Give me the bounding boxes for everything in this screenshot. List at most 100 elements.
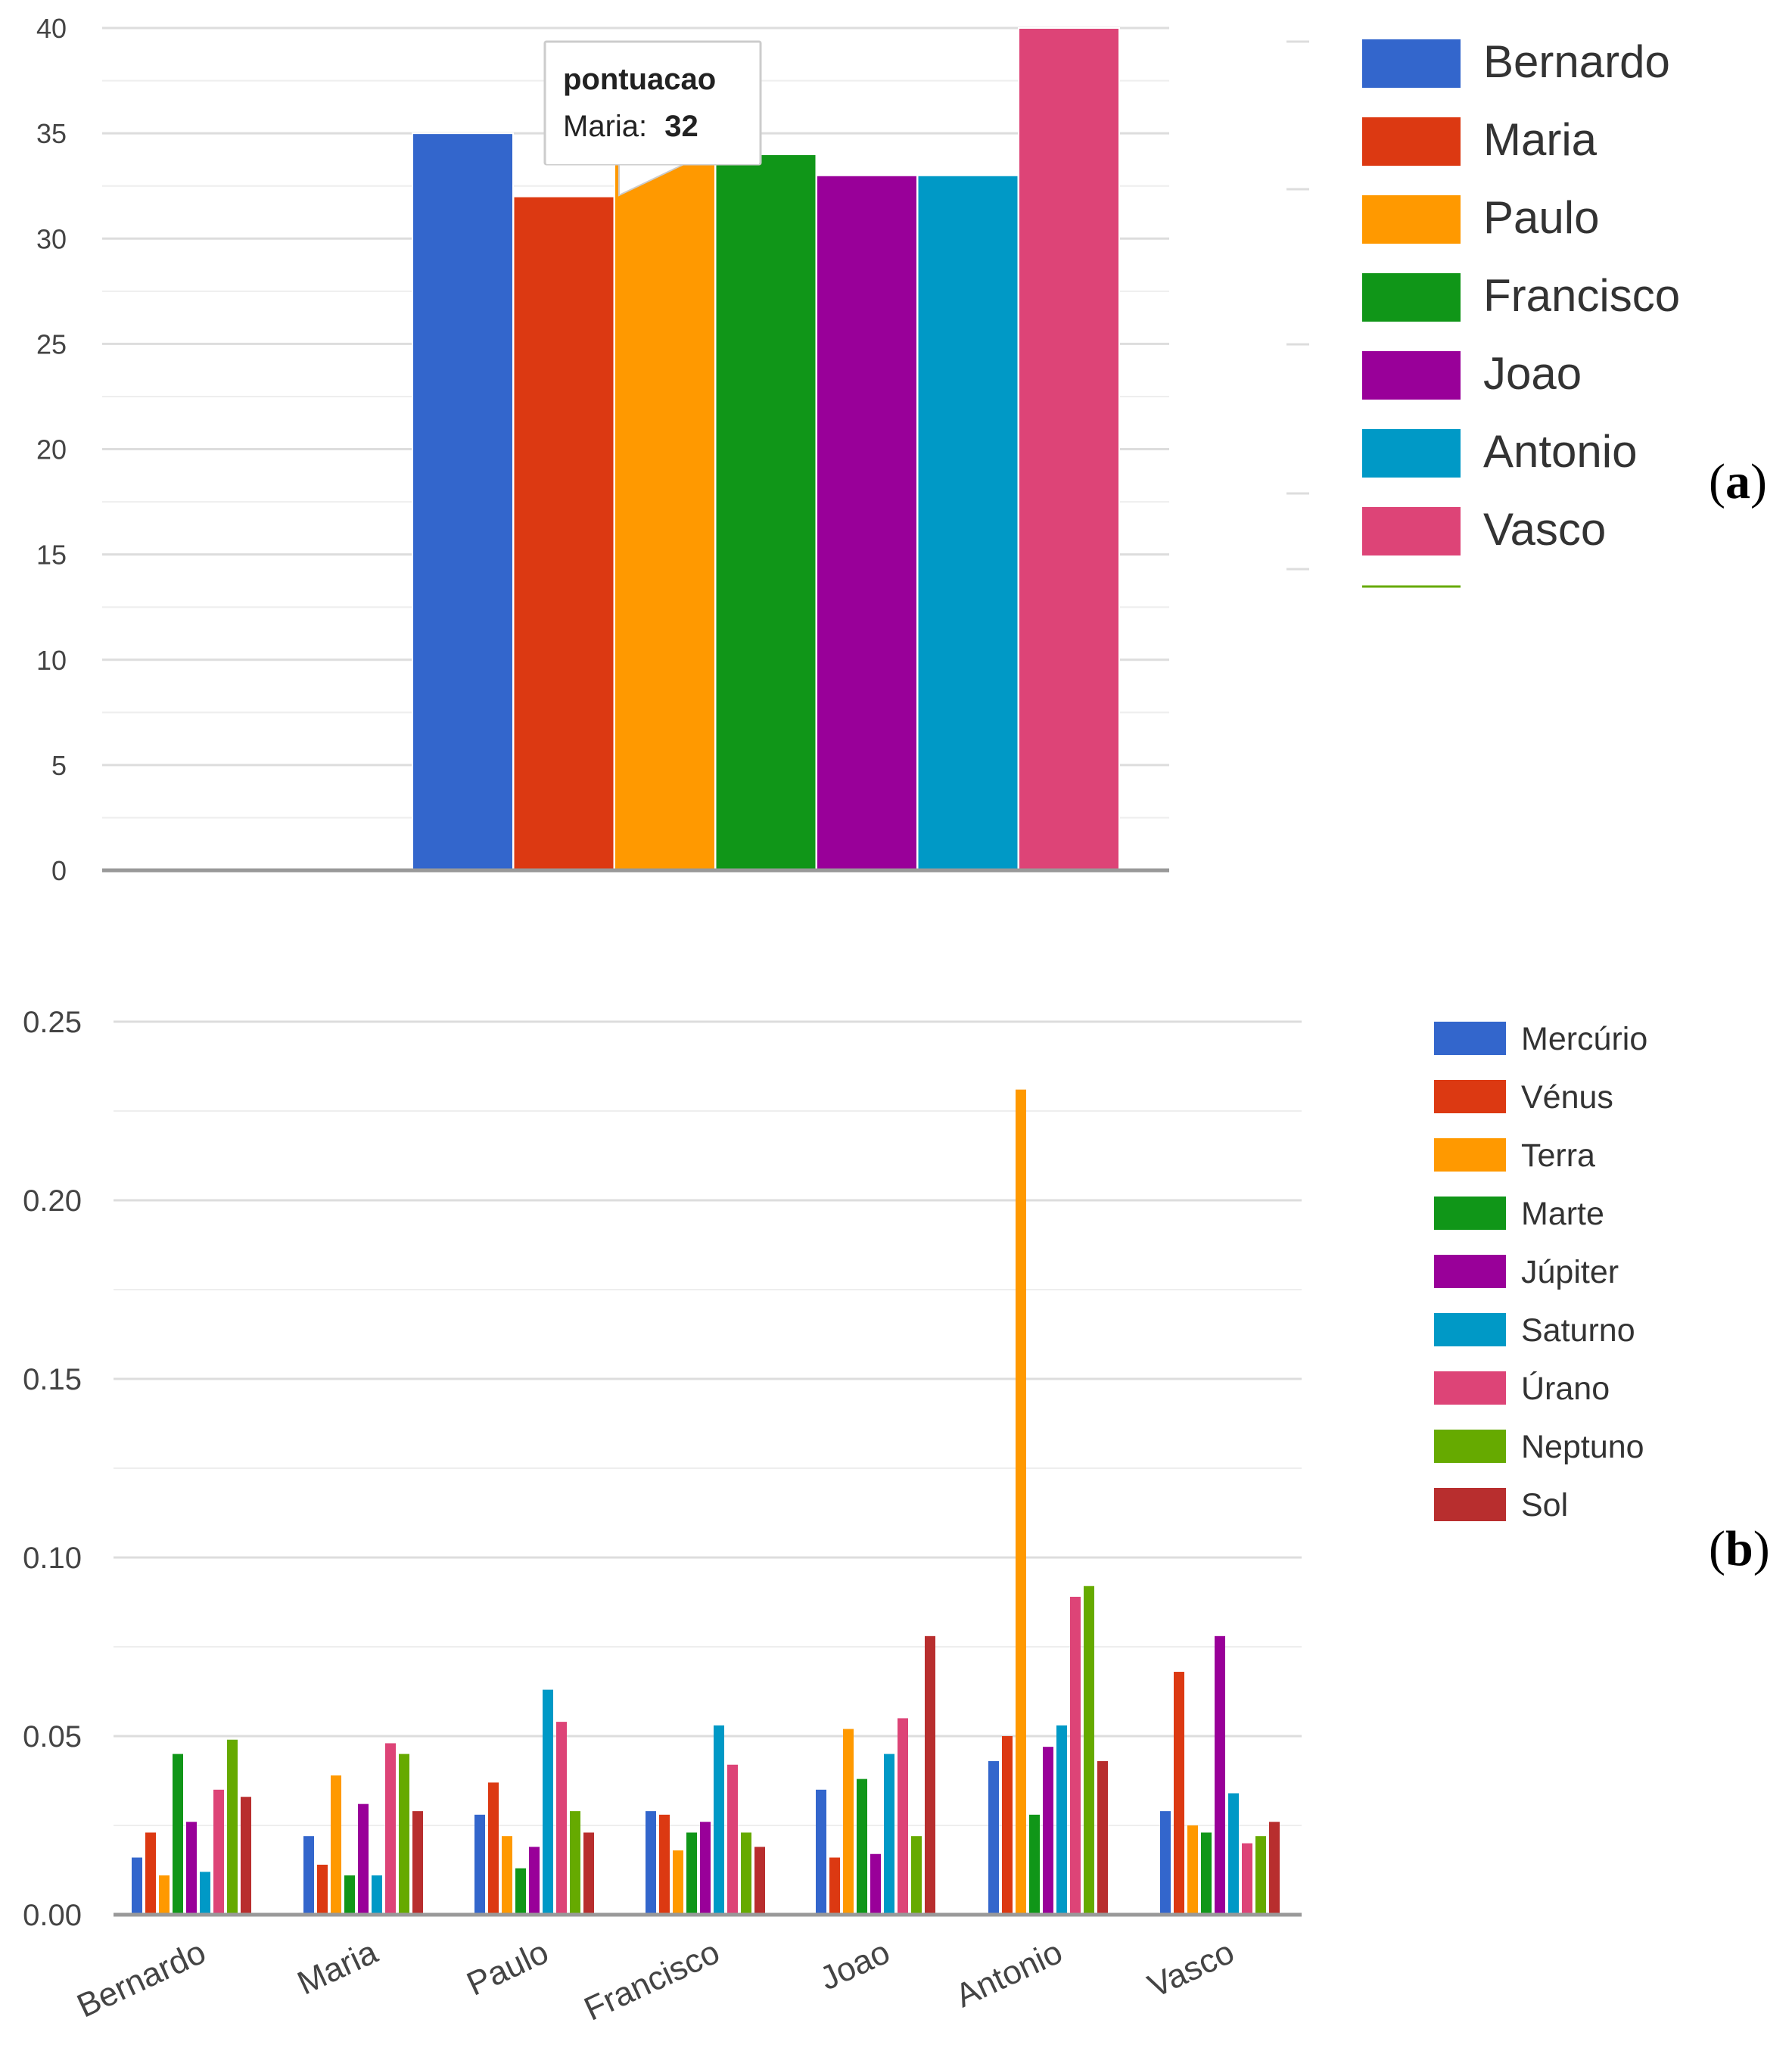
chart-b-y-tick-label: 0.15 xyxy=(23,1363,82,1396)
chart-a-y-tick-label: 25 xyxy=(36,328,67,359)
chart-b-bar xyxy=(159,1875,170,1915)
chart-a-panel-label: (a) xyxy=(1709,454,1767,509)
chart-b-bar xyxy=(686,1832,697,1915)
chart-b-legend-swatch xyxy=(1434,1197,1506,1230)
chart-b-bar xyxy=(570,1811,580,1915)
chart-a-legend-swatch xyxy=(1362,507,1461,555)
chart-a-tooltip-title: pontuacao xyxy=(563,63,716,96)
chart-b-bar xyxy=(317,1864,328,1915)
chart-b-bar xyxy=(385,1743,396,1915)
chart-b-bar xyxy=(1160,1811,1171,1915)
chart-b-bar xyxy=(1002,1736,1013,1915)
chart-a: 0 5 10 15 20 25 30 35 40 pontuacao Maria: 32 Ber… xyxy=(36,13,1767,886)
chart-a-y-tick-label: 40 xyxy=(36,13,67,44)
chart-b-bar xyxy=(1215,1635,1225,1915)
chart-b-bar xyxy=(898,1718,908,1915)
chart-b-bar xyxy=(186,1822,197,1915)
chart-b-bar xyxy=(925,1635,935,1915)
chart-a-bar xyxy=(512,195,615,872)
chart-b-bar xyxy=(1097,1761,1108,1915)
chart-b-bar xyxy=(372,1875,382,1915)
chart-a-tooltip-label: Maria: xyxy=(563,110,647,143)
chart-a-tooltip-box xyxy=(543,40,762,166)
chart-b-bar xyxy=(213,1789,224,1915)
chart-b-y-tick-label: 0.00 xyxy=(23,1899,82,1932)
chart-a-y-tick-label: 35 xyxy=(36,118,67,149)
chart-b-x-axis-ticks: Bernardo Maria Paulo Francisco Joao Antonio Va… xyxy=(71,1933,1240,2027)
chart-a-legend-label: Paulo xyxy=(1483,192,1599,243)
chart-b-bar xyxy=(1056,1725,1067,1915)
chart-b-bar xyxy=(829,1857,840,1915)
chart-a-legend-swatch xyxy=(1362,39,1461,88)
chart-a-y-tick-label: 0 xyxy=(51,855,67,886)
chart-b-bar xyxy=(543,1689,553,1915)
chart-b-bar xyxy=(227,1739,238,1915)
chart-a-legend-edge-ticks xyxy=(1286,40,1309,571)
chart-b-bar xyxy=(358,1803,369,1915)
chart-b-bar xyxy=(659,1814,670,1915)
chart-b-bar xyxy=(1187,1825,1198,1915)
chart-a-legend-label: Francisco xyxy=(1483,270,1680,321)
chart-b-bar xyxy=(583,1832,594,1915)
chart-a-y-tick-label: 10 xyxy=(36,645,67,676)
chart-b-bar xyxy=(529,1847,540,1915)
chart-b-x-tick-label: Antonio xyxy=(950,1934,1068,2015)
chart-a-legend-swatch xyxy=(1362,351,1461,400)
chart-b-bar xyxy=(1228,1793,1239,1915)
chart-a-legend-swatch xyxy=(1362,195,1461,244)
chart-b-y-tick-label: 0.10 xyxy=(23,1542,82,1575)
chart-b-legend-swatch xyxy=(1434,1255,1506,1288)
chart-a-legend-label: Maria xyxy=(1483,114,1598,165)
chart-a-legend-label: Antonio xyxy=(1483,426,1638,477)
chart-b-legend-swatch xyxy=(1434,1430,1506,1463)
chart-b-bar xyxy=(843,1729,854,1915)
chart-b-bar xyxy=(646,1811,656,1915)
chart-b-legend: Mercúrio Vénus Terra Marte Júpiter Saturno Úra… xyxy=(1434,1021,1647,1523)
chart-b-bar xyxy=(1242,1843,1252,1915)
chart-b-bar xyxy=(1084,1586,1094,1915)
chart-b-bar xyxy=(515,1868,526,1915)
chart-a-y-axis-ticks: 0 5 10 15 20 25 30 35 40 xyxy=(36,13,67,886)
chart-a-bar xyxy=(412,132,514,871)
chart-b-legend-swatch xyxy=(1434,1080,1506,1113)
chart-a-legend-swatch xyxy=(1362,273,1461,322)
chart-a-y-tick-label: 15 xyxy=(36,540,67,571)
chart-b-x-tick-label: Maria xyxy=(292,1933,384,2002)
chart-b-bar xyxy=(700,1822,711,1915)
chart-a-bar xyxy=(1018,27,1120,871)
chart-b-bar xyxy=(173,1754,183,1915)
chart-a-bars xyxy=(412,27,1120,872)
chart-b-bar xyxy=(741,1832,751,1915)
chart-b-legend-label: Sol xyxy=(1521,1487,1568,1523)
chart-b-bar xyxy=(754,1847,765,1915)
chart-a-legend-swatch xyxy=(1362,429,1461,478)
chart-b-y-tick-label: 0.05 xyxy=(23,1720,82,1754)
chart-b-x-tick-label: Joao xyxy=(814,1934,895,1998)
chart-b-legend-label: Terra xyxy=(1521,1137,1595,1174)
chart-b-bar xyxy=(1269,1822,1280,1915)
chart-b-x-tick-label: Bernardo xyxy=(71,1934,211,2025)
chart-a-legend-label: Vasco xyxy=(1483,504,1606,555)
chart-b-bar xyxy=(145,1832,156,1915)
chart-b-legend-label: Vénus xyxy=(1521,1079,1613,1116)
chart-b-bar xyxy=(1201,1832,1212,1915)
chart-b-bar xyxy=(502,1836,512,1915)
chart-a-bar xyxy=(714,153,817,871)
chart-b-bar xyxy=(241,1797,251,1915)
chart-b-legend-label: Neptuno xyxy=(1521,1429,1644,1465)
chart-b-bar xyxy=(200,1872,210,1915)
chart-a-y-tick-label: 5 xyxy=(51,750,67,781)
chart-b-gridlines xyxy=(114,1020,1302,1916)
chart-b-bar xyxy=(399,1754,409,1915)
chart-b-bar xyxy=(488,1782,499,1915)
chart-b-legend-label: Saturno xyxy=(1521,1312,1635,1349)
chart-b-bar xyxy=(727,1764,738,1915)
chart-b-bar xyxy=(816,1789,826,1915)
chart-a-legend-label: Bernardo xyxy=(1483,36,1670,87)
chart-a-tooltip-value: 32 xyxy=(664,110,698,143)
chart-b-legend-swatch xyxy=(1434,1022,1506,1055)
chart-a-bar xyxy=(916,174,1019,871)
chart-b-bar xyxy=(1016,1089,1026,1915)
chart-a-y-tick-label: 20 xyxy=(36,434,67,465)
